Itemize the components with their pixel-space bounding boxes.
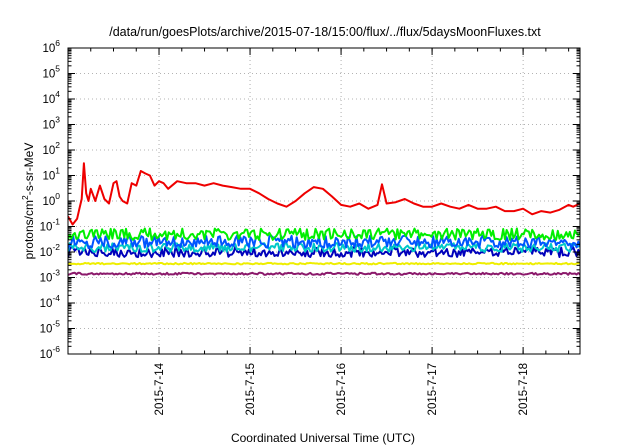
y-tick-label: 102	[42, 140, 60, 157]
series-line	[68, 261, 580, 266]
series-line	[68, 227, 580, 241]
y-tick-label: 105	[42, 64, 60, 81]
y-tick-label: 101	[42, 166, 60, 183]
x-tick-label: 2015-7-15	[245, 363, 257, 415]
data-series	[68, 162, 580, 276]
y-tick-label: 100	[42, 191, 60, 208]
y-tick-label: 10-3	[40, 268, 61, 285]
x-tick-label: 2015-7-17	[427, 363, 439, 415]
y-tick-label: 10-4	[40, 293, 61, 310]
y-tick-label: 106	[42, 38, 60, 55]
series-line	[68, 245, 580, 259]
y-tick-label: 10-1	[40, 217, 61, 234]
y-tick-label: 10-5	[40, 319, 61, 336]
y-axis-ticks: 10-6 10-5 10-4 10-3 10-2 10-1 100 101 102 103 104 1…	[40, 38, 580, 361]
x-axis-ticks: 2015-7-14 2015-7-15 2015-7-16 2015-7-17 2015…	[67, 48, 570, 415]
series-line	[68, 162, 580, 226]
x-tick-label: 2015-7-18	[518, 363, 530, 415]
series-line	[68, 242, 580, 253]
grid-lines	[68, 48, 580, 354]
x-tick-label: 2015-7-16	[336, 363, 348, 415]
y-tick-label: 10-6	[40, 344, 61, 361]
y-axis-label: protons/cm2-s-sr-MeV	[20, 143, 36, 260]
x-axis-label: Coordinated Universal Time (UTC)	[231, 431, 415, 445]
series-line	[68, 271, 580, 276]
chart-title: /data/run/goesPlots/archive/2015-07-18/1…	[109, 25, 541, 39]
series-line	[68, 234, 580, 250]
y-tick-label: 104	[42, 89, 60, 106]
y-tick-label: 10-2	[40, 242, 61, 259]
y-tick-label: 103	[42, 115, 60, 132]
x-tick-label: 2015-7-14	[154, 362, 166, 415]
